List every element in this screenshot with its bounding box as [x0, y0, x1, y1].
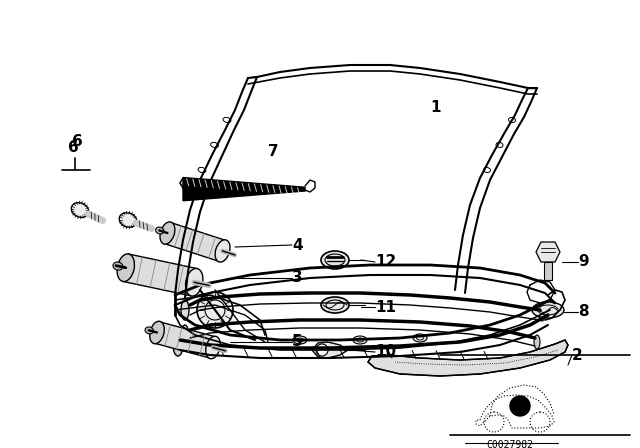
Text: 12: 12 [375, 254, 396, 270]
Ellipse shape [182, 325, 189, 343]
Text: 11: 11 [375, 300, 396, 314]
Ellipse shape [117, 254, 134, 281]
Ellipse shape [186, 268, 203, 296]
Text: 9: 9 [578, 254, 589, 270]
Circle shape [316, 344, 328, 356]
Bar [544, 262, 552, 280]
Ellipse shape [150, 321, 164, 344]
Text: 10: 10 [375, 345, 396, 359]
Ellipse shape [173, 334, 183, 356]
Ellipse shape [215, 240, 230, 262]
Text: 2: 2 [572, 348, 583, 362]
Polygon shape [164, 223, 226, 262]
Polygon shape [123, 254, 197, 296]
Ellipse shape [293, 336, 307, 344]
Ellipse shape [321, 297, 349, 313]
Ellipse shape [156, 227, 164, 234]
Polygon shape [312, 342, 348, 358]
Polygon shape [183, 177, 305, 201]
Text: 6: 6 [72, 134, 83, 150]
Ellipse shape [321, 251, 349, 269]
Ellipse shape [181, 300, 189, 320]
Text: 4: 4 [292, 237, 303, 253]
Ellipse shape [538, 305, 545, 321]
Ellipse shape [532, 302, 564, 318]
Polygon shape [368, 340, 568, 376]
Ellipse shape [145, 327, 154, 334]
Ellipse shape [413, 334, 427, 342]
Ellipse shape [160, 222, 175, 244]
Ellipse shape [71, 202, 89, 217]
Circle shape [510, 396, 530, 416]
Text: 6: 6 [68, 141, 79, 155]
Polygon shape [154, 322, 216, 358]
Ellipse shape [353, 336, 367, 344]
Circle shape [197, 292, 233, 328]
Text: C0027982: C0027982 [486, 440, 534, 448]
Ellipse shape [113, 262, 123, 270]
Text: 5: 5 [292, 335, 303, 349]
Polygon shape [536, 242, 560, 262]
Text: 1: 1 [430, 100, 440, 116]
Text: 3: 3 [292, 271, 303, 285]
Text: 8: 8 [578, 305, 589, 319]
Ellipse shape [534, 335, 540, 349]
Text: 7: 7 [268, 145, 278, 159]
Ellipse shape [119, 213, 137, 227]
Ellipse shape [205, 336, 220, 359]
